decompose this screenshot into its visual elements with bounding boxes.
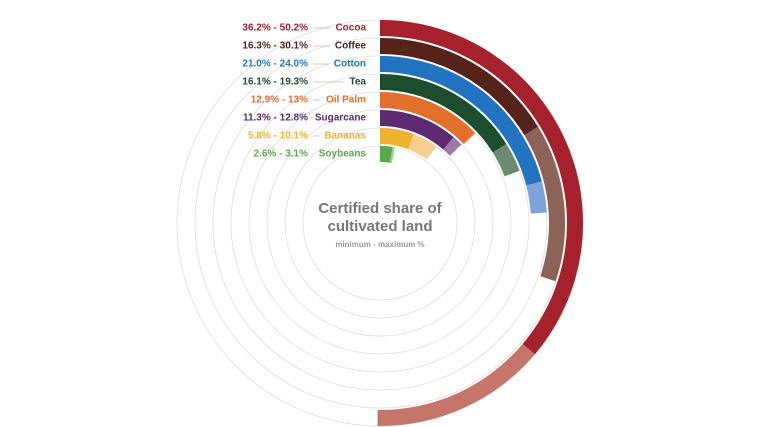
range-arc xyxy=(389,147,395,164)
min-arc xyxy=(380,128,414,150)
range-arc xyxy=(408,134,437,160)
range-arc xyxy=(526,181,547,214)
category-label: Cotton xyxy=(334,59,366,70)
value-label: 11.3% - 12.8% xyxy=(243,113,308,124)
category-label: Oil Palm xyxy=(326,95,366,106)
category-label: Soybeans xyxy=(319,149,367,160)
range-arc xyxy=(463,132,476,145)
category-label: Bananas xyxy=(324,131,366,142)
min-arc xyxy=(380,74,507,153)
min-arc xyxy=(380,110,454,150)
value-label: 16.3% - 30.1% xyxy=(242,41,308,52)
min-arc xyxy=(380,92,475,144)
center-label: Certified share of cultivated land minim… xyxy=(305,200,455,249)
range-arc xyxy=(492,143,520,177)
category-label: Cocoa xyxy=(335,23,366,34)
range-arc xyxy=(377,343,535,426)
value-label: 12.9% - 13% xyxy=(251,95,308,106)
value-label: 5.8% - 10.1% xyxy=(248,131,308,142)
value-label: 36.2% - 50.2% xyxy=(242,23,308,34)
chart-subtitle: minimum - maximum % xyxy=(335,240,425,249)
category-label: Sugarcane xyxy=(315,113,367,124)
min-arc xyxy=(380,38,539,136)
range-arc xyxy=(524,126,565,282)
category-label: Coffee xyxy=(335,41,367,52)
range-arc xyxy=(443,137,462,156)
value-label: 21.0% - 24.0% xyxy=(242,59,308,70)
category-label: Tea xyxy=(350,77,367,88)
min-arc xyxy=(380,146,393,163)
center-text: Certified share of cultivated land minim… xyxy=(305,200,455,249)
min-arc xyxy=(380,20,583,355)
value-label: 2.6% - 3.1% xyxy=(254,149,309,160)
min-arc xyxy=(380,56,542,186)
chart-title: Certified share of cultivated land xyxy=(318,200,442,235)
value-label: 16.1% - 19.3% xyxy=(242,77,308,88)
